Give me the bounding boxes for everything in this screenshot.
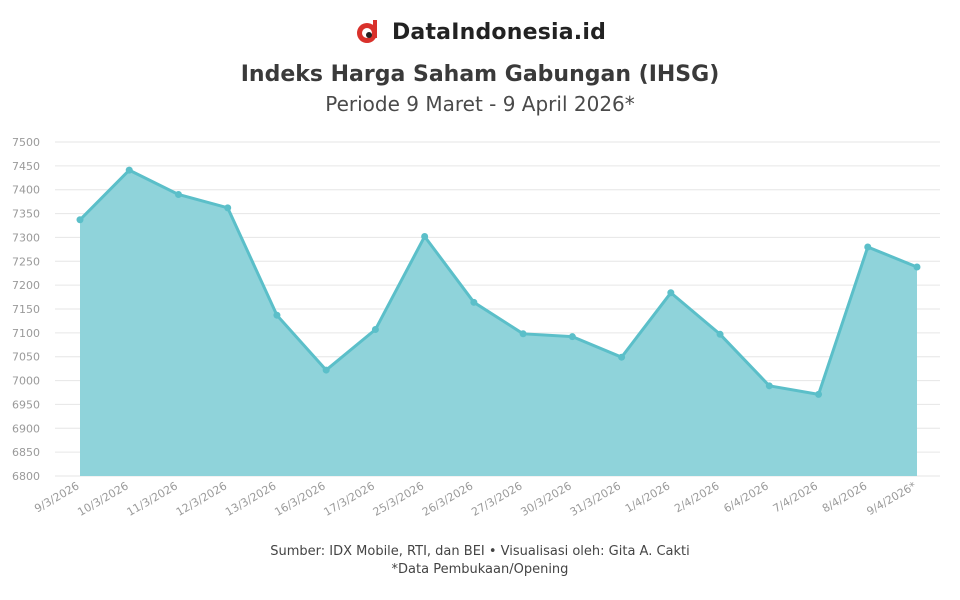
data-point [519, 330, 527, 338]
x-tick-label: 25/3/2026 [371, 479, 426, 518]
y-tick-label: 6850 [12, 446, 40, 459]
data-point [174, 190, 182, 198]
x-tick-label: 10/3/2026 [75, 479, 130, 518]
x-tick-label: 2/4/2026 [672, 479, 721, 515]
chart-subtitle: Periode 9 Maret - 9 April 2026* [325, 92, 635, 116]
x-tick-label: 11/3/2026 [125, 479, 180, 518]
x-tick-label: 17/3/2026 [322, 479, 377, 518]
x-tick-label: 27/3/2026 [469, 479, 524, 518]
data-point [568, 333, 576, 341]
data-point [470, 298, 478, 306]
y-tick-label: 7050 [12, 351, 40, 364]
data-point [76, 216, 84, 224]
data-point [716, 330, 724, 338]
data-point [864, 243, 872, 251]
area-chart: 6800 6850 6900 6950 7000 7050 7100 7150 7200 7250… [12, 136, 940, 519]
y-tick-label: 7100 [12, 327, 40, 340]
data-point [765, 382, 773, 390]
brand-name: DataIndonesia.id [391, 19, 607, 45]
x-tick-label: 1/4/2026 [623, 479, 672, 515]
data-point [618, 353, 626, 361]
x-tick-label: 26/3/2026 [420, 479, 475, 518]
x-tick-label: 12/3/2026 [174, 479, 229, 518]
x-tick-label: 16/3/2026 [272, 479, 327, 518]
y-tick-label: 7000 [12, 375, 40, 388]
brand-header: DataIndonesia.id [0, 18, 960, 46]
data-point [322, 366, 330, 374]
x-tick-label: 9/4/2026* [864, 479, 918, 518]
x-tick-label: 8/4/2026 [820, 479, 869, 515]
x-tick-label: 6/4/2026 [722, 479, 771, 515]
chart-footer: Sumber: IDX Mobile, RTI, dan BEI • Visua… [0, 543, 960, 579]
series-line [78, 168, 918, 396]
y-tick-label: 7300 [12, 231, 40, 244]
data-point [224, 204, 232, 212]
y-tick-label: 7200 [12, 279, 40, 292]
data-point [421, 232, 429, 240]
source-note: Sumber: IDX Mobile, RTI, dan BEI • Visua… [270, 544, 690, 559]
y-tick-label: 6900 [12, 422, 40, 435]
y-tick-label: 6800 [12, 470, 40, 483]
chart-series [76, 166, 921, 476]
data-point [815, 390, 823, 398]
data-point [371, 326, 379, 334]
data-point [125, 166, 133, 174]
y-tick-label: 7250 [12, 255, 40, 268]
x-tick-label: 7/4/2026 [771, 479, 820, 515]
opening-note: *Data Pembukaan/Opening [391, 562, 569, 577]
data-point [913, 263, 921, 271]
x-tick-label: 30/3/2026 [519, 479, 574, 518]
y-tick-label: 7350 [12, 208, 40, 221]
dataindonesia-logo-icon [356, 20, 377, 43]
y-tick-label: 7400 [12, 184, 40, 197]
y-tick-label: 7450 [12, 160, 40, 173]
y-tick-label: 6950 [12, 398, 40, 411]
y-tick-label: 7500 [12, 136, 40, 149]
y-tick-label: 7150 [12, 303, 40, 316]
x-axis: 9/3/202610/3/202611/3/202612/3/202613/3/… [32, 479, 919, 519]
area-fill [80, 170, 917, 476]
x-tick-label: 13/3/2026 [223, 479, 278, 518]
x-tick-label: 31/3/2026 [568, 479, 623, 518]
data-point [667, 289, 675, 297]
y-axis: 6800 6850 6900 6950 7000 7050 7100 7150 7200 7250… [12, 136, 40, 483]
x-tick-label: 9/3/2026 [32, 479, 81, 515]
chart-title: Indeks Harga Saham Gabungan (IHSG) [240, 62, 720, 87]
data-point [273, 311, 281, 319]
